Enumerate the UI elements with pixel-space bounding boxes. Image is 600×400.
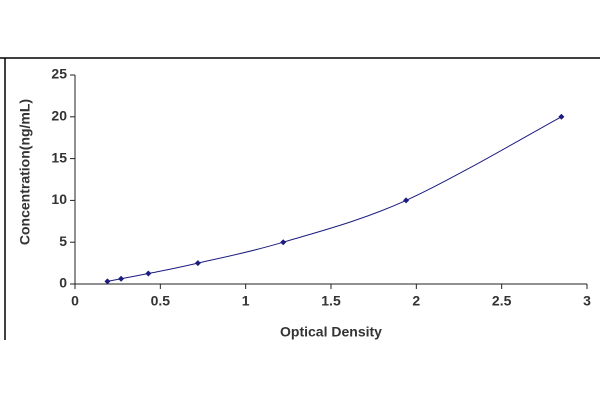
y-tick-label: 20: [51, 108, 67, 124]
data-point: [118, 275, 125, 282]
x-tick-label: 0.5: [151, 293, 171, 309]
data-point: [280, 239, 287, 246]
frame: [0, 57, 600, 340]
x-tick-label: 1.5: [321, 293, 341, 309]
x-tick-label: 0: [71, 293, 79, 309]
x-tick-label: 3: [583, 293, 591, 309]
x-tick-label: 2: [412, 293, 420, 309]
y-tick-label: 25: [51, 66, 67, 82]
y-tick-label: 10: [51, 191, 67, 207]
data-point: [104, 278, 111, 285]
y-tick-label: 5: [59, 233, 67, 249]
data-point: [403, 197, 410, 204]
x-tick-label: 1: [242, 293, 250, 309]
data-point: [558, 113, 565, 120]
fit-curve: [107, 116, 562, 282]
x-axis-label: Optical Density: [280, 324, 382, 340]
y-tick-label: 15: [51, 149, 67, 165]
y-tick-label: 0: [59, 275, 67, 291]
y-axis-label: Concentration(ng/mL): [17, 99, 33, 245]
data-point: [194, 260, 201, 267]
data-point: [145, 270, 152, 277]
x-tick-label: 2.5: [492, 293, 512, 309]
